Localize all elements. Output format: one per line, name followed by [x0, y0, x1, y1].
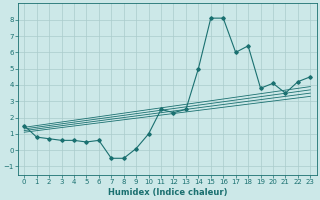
X-axis label: Humidex (Indice chaleur): Humidex (Indice chaleur) — [108, 188, 227, 197]
